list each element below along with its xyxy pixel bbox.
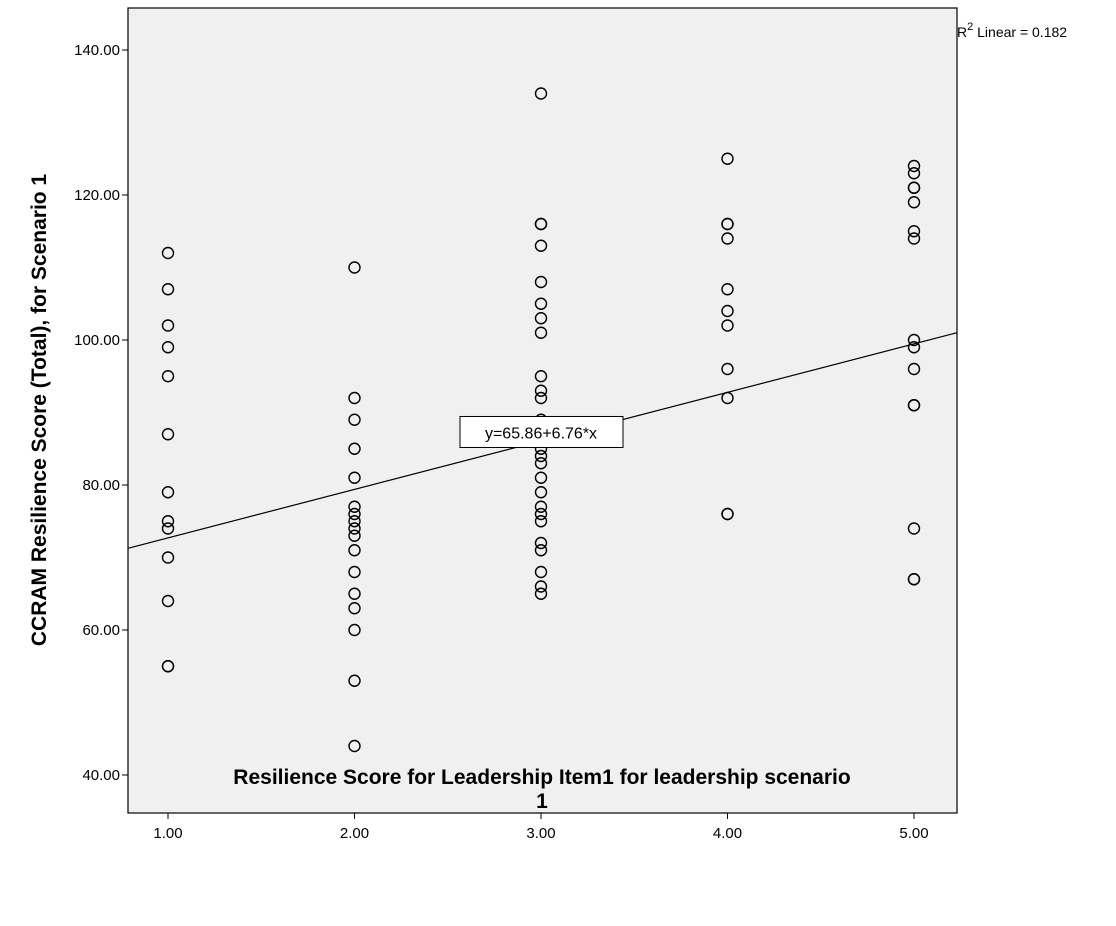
data-point [721,304,734,318]
data-point [907,167,921,180]
data-point [721,283,734,296]
data-point [534,87,548,100]
data-point [348,391,361,405]
data-point [161,522,175,535]
data-point [534,565,548,579]
data-point [534,471,548,484]
data-point [348,500,361,513]
data-point [721,391,734,405]
y-tick-label: 100.00 [74,332,120,349]
data-point [534,515,548,528]
data-point [348,507,361,521]
data-point [534,217,548,231]
data-point [907,159,921,173]
y-tick-label: 120.00 [74,187,120,204]
x-axis-title-line2: 1 [536,790,548,813]
data-point [534,370,548,383]
x-tick-label: 1.00 [153,825,182,842]
data-point [348,623,361,637]
data-point [907,181,921,194]
data-point [534,507,548,521]
data-point [534,391,548,405]
data-point [907,399,921,412]
r2-label: R2 Linear = 0.182 [957,21,1067,40]
x-tick-label: 5.00 [899,825,928,842]
data-point [161,515,175,528]
data-point [534,312,548,325]
data-point [161,428,175,441]
data-point [534,500,548,513]
data-point [721,232,734,245]
data-point [348,739,361,753]
data-point [161,486,175,499]
data-point [348,544,361,557]
data-point [534,457,548,470]
data-point [348,529,361,542]
data-point [161,594,175,608]
data-point [907,232,921,245]
data-point [534,239,548,252]
data-point [721,217,734,231]
data-point [534,384,548,397]
data-point [161,660,175,673]
data-point [534,544,548,557]
data-point [907,196,921,209]
data-point [534,326,548,339]
data-point [348,674,361,687]
x-axis-title-line1: Resilience Score for Leadership Item1 fo… [233,766,850,789]
data-point [534,275,548,289]
data-point [721,319,734,332]
x-tick-label: 3.00 [526,825,555,842]
data-point [721,362,734,376]
data-point [721,152,734,165]
data-point [161,319,175,332]
data-point [907,573,921,586]
data-point [161,283,175,296]
data-point [534,486,548,499]
data-point [721,507,734,521]
data-point [907,522,921,535]
data-point [161,370,175,383]
data-point [348,442,361,455]
data-point [348,471,361,484]
y-tick-label: 140.00 [74,42,120,59]
y-tick-label: 40.00 [82,767,120,784]
y-axis-title: CCRAM Resilience Score (Total), for Scen… [28,174,51,647]
data-point [534,449,548,463]
data-point [534,297,548,310]
data-point [907,333,921,347]
data-point [348,261,361,274]
x-tick-label: 4.00 [713,825,742,842]
data-point [534,587,548,600]
data-point [161,341,175,354]
data-point [161,551,175,564]
data-point [348,522,361,535]
fit-equation-text: y=65.86+6.76*x [485,425,597,442]
y-tick-label: 60.00 [82,622,120,639]
x-tick-label: 2.00 [340,825,369,842]
fit-equation-label: y=65.86+6.76*x [459,415,624,448]
data-point [907,341,921,354]
data-point [348,515,361,528]
data-point [348,413,361,426]
plot-area [127,7,958,814]
data-point [907,362,921,376]
data-point [534,580,548,593]
data-point [348,587,361,600]
data-point [534,536,548,550]
y-tick-label: 80.00 [82,477,120,494]
data-point [907,225,921,238]
data-point [348,565,361,579]
data-point [161,246,175,260]
data-point [348,602,361,615]
